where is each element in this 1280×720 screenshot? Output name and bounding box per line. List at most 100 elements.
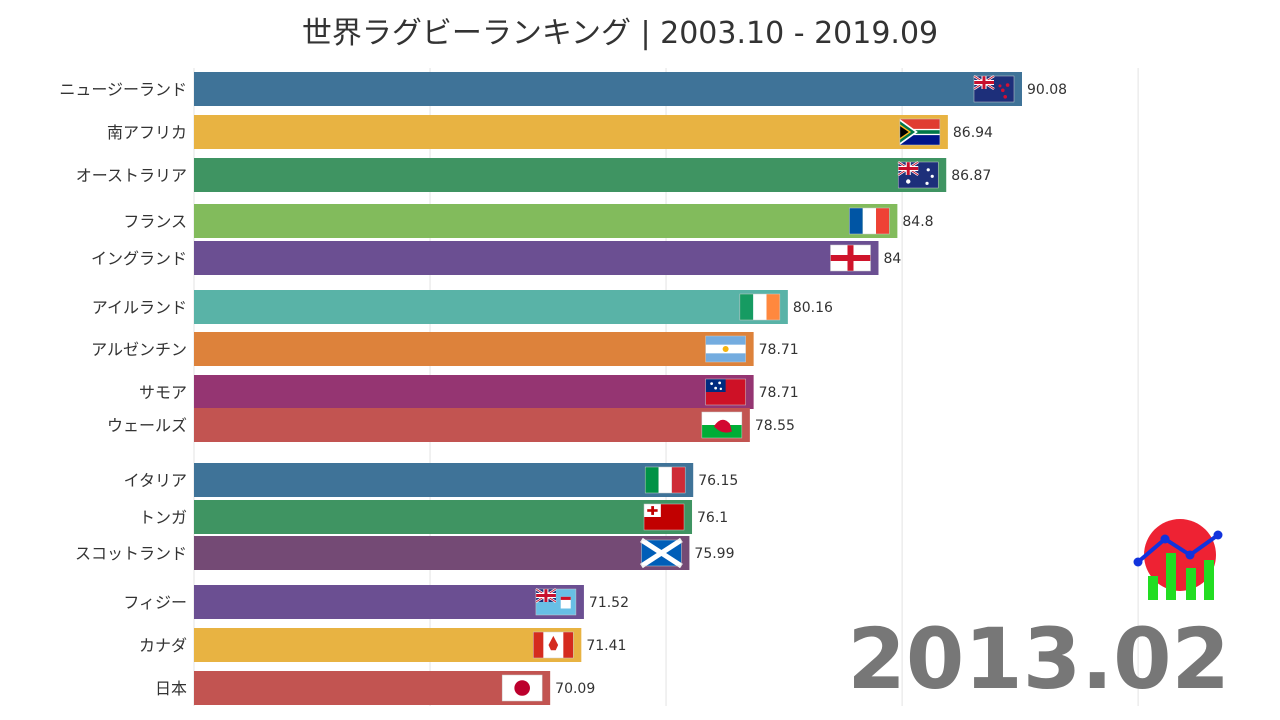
flag-part <box>671 467 686 493</box>
flag-border <box>705 335 746 363</box>
flag-part <box>701 412 742 425</box>
flag-icon <box>899 118 941 146</box>
flag-border <box>533 631 574 659</box>
value-label: 70.09 <box>555 681 595 697</box>
flag-star <box>926 168 930 172</box>
bar-row: アイルランド 80.16 <box>92 290 833 324</box>
bar-row: アルゼンチン 78.71 <box>91 332 799 366</box>
bar <box>194 671 551 705</box>
logo-bar <box>1148 576 1158 600</box>
category-label: ニュージーランド <box>59 80 187 99</box>
logo-bar <box>1166 553 1176 600</box>
value-label: 75.99 <box>694 546 734 562</box>
bars-group: ニュージーランド 90.08 南アフリカ 86.94 オーストラリア 86.87 フランス 8… <box>59 72 1067 705</box>
flag-icon <box>705 378 746 406</box>
flag-dragon <box>713 419 732 433</box>
bar-row: イングランド 84 <box>91 241 901 275</box>
bar-row: ニュージーランド 90.08 <box>59 72 1067 106</box>
flag-icon <box>830 244 871 272</box>
bar <box>194 375 754 409</box>
category-label: スコットランド <box>75 544 187 563</box>
flag-star <box>906 179 911 184</box>
flag-part <box>898 167 919 170</box>
flag-border <box>535 588 577 616</box>
bar <box>194 204 898 238</box>
flag-part <box>645 467 659 493</box>
logo-dot <box>1133 557 1143 567</box>
flag-icon <box>973 74 1015 103</box>
flag-star <box>719 387 723 391</box>
bar-row: オーストラリア 86.87 <box>76 158 991 192</box>
logo-dot <box>1160 534 1170 544</box>
flag-star <box>722 346 729 352</box>
value-label: 84 <box>883 251 901 267</box>
flag-part <box>899 126 909 138</box>
flag-border <box>849 207 890 235</box>
flag-border <box>830 244 871 272</box>
channel-logo <box>1133 519 1223 600</box>
flag-star <box>714 386 718 390</box>
bar <box>194 628 582 662</box>
chart-title: 世界ラグビーランキング | 2003.10 - 2019.09 <box>302 16 938 51</box>
flag-part <box>862 208 877 234</box>
value-label: 76.15 <box>698 473 738 489</box>
bar <box>194 500 693 534</box>
category-label: アイルランド <box>92 298 187 317</box>
flag-star <box>710 382 714 386</box>
bar-row: スコットランド 75.99 <box>75 536 735 570</box>
flag-part <box>899 130 940 134</box>
bar-row: ウェールズ 78.55 <box>107 408 795 442</box>
category-label: 日本 <box>155 679 187 698</box>
flag-star <box>930 174 934 178</box>
logo-dot <box>1213 530 1223 540</box>
bar <box>194 585 584 619</box>
value-label: 86.87 <box>951 168 991 184</box>
value-label: 78.55 <box>755 418 795 434</box>
flag-star <box>718 381 722 385</box>
bar <box>194 158 947 192</box>
category-label: トンガ <box>139 508 187 527</box>
flag-icon <box>739 293 781 321</box>
bar <box>194 332 754 366</box>
logo-bar <box>1186 568 1196 600</box>
bar-row: フィジー 71.52 <box>123 585 629 619</box>
bar-row: カナダ 71.41 <box>139 628 626 662</box>
flag-part <box>560 596 571 609</box>
flag-border <box>701 411 743 439</box>
flag-border <box>899 118 941 146</box>
flag-part <box>563 632 574 658</box>
flag-part <box>830 255 871 261</box>
category-label: アルゼンチン <box>91 340 187 359</box>
bar-row: フランス 84.8 <box>123 204 934 238</box>
category-label: フィジー <box>123 593 187 612</box>
bar <box>194 536 690 570</box>
value-label: 86.94 <box>953 125 993 141</box>
flag-star <box>1003 95 1007 99</box>
value-label: 78.71 <box>759 385 799 401</box>
category-label: オーストラリア <box>76 166 187 185</box>
category-label: イングランド <box>91 249 187 268</box>
flag-part <box>535 594 556 597</box>
category-label: 南アフリカ <box>107 123 187 142</box>
value-label: 78.71 <box>759 342 799 358</box>
value-label: 71.52 <box>589 595 629 611</box>
flag-part <box>640 537 683 569</box>
flag-icon <box>705 335 746 363</box>
value-label: 71.41 <box>586 638 626 654</box>
bar-row: イタリア 76.15 <box>124 463 738 497</box>
flag-part <box>974 81 994 84</box>
bar <box>194 72 1022 106</box>
flag-icon <box>644 466 686 494</box>
bar <box>194 463 694 497</box>
flag-star <box>1005 83 1010 87</box>
flag-border <box>501 674 543 702</box>
flag-part <box>739 294 754 320</box>
bar-row: 南アフリカ 86.94 <box>107 115 993 149</box>
flag-part <box>766 294 780 320</box>
flag-icon <box>640 537 683 569</box>
flag-icon <box>849 207 890 235</box>
bar <box>194 408 750 442</box>
flag-icon <box>533 631 574 659</box>
flag-border <box>643 503 685 531</box>
